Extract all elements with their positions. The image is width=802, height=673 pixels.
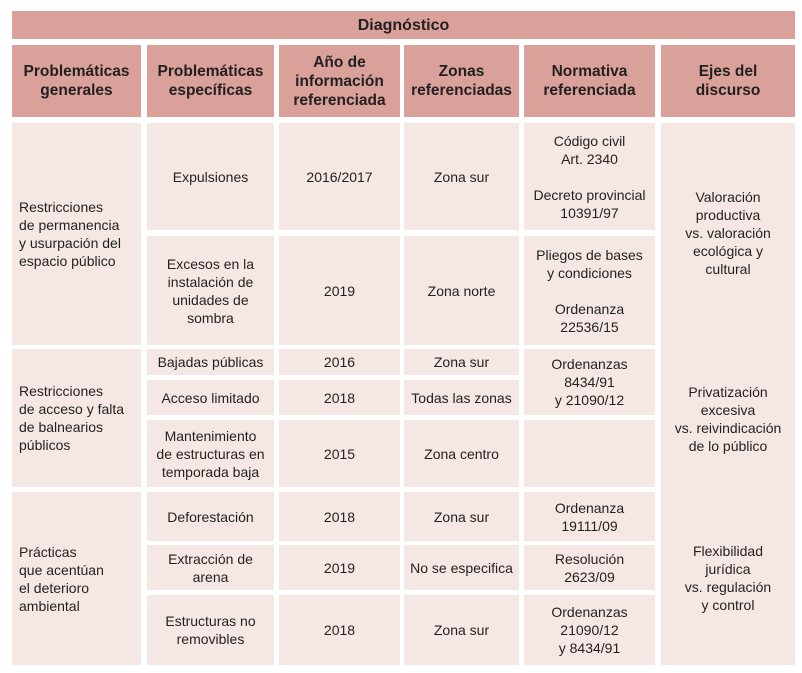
cell-zona: Zona sur [404, 123, 519, 230]
cell-zona: Zona norte [404, 236, 519, 345]
normativa-cell: Código civil Art. 2340 Decreto provincia… [524, 123, 655, 230]
cell-especifica: Extracción de arena [147, 545, 274, 590]
group-cell: Restricciones de acceso y falta de balne… [12, 349, 141, 487]
normativa-cell: Resolución 2623/09 [524, 545, 655, 590]
eje-text: Valoración productiva vs. valoración eco… [685, 189, 771, 277]
cell-anio: 2019 [279, 545, 400, 590]
header-zonas: Zonas referenciadas [404, 45, 519, 117]
cell-anio: 2018 [279, 492, 400, 541]
cell-zona: Todas las zonas [404, 380, 519, 415]
cell-anio: 2018 [279, 380, 400, 415]
cell-anio: 2016 [279, 349, 400, 375]
normativa-cell: Ordenanzas 21090/12 y 8434/91 [524, 595, 655, 665]
cell-especifica: Deforestación [147, 492, 274, 541]
eje-text: Privatización excesiva vs. reivindicació… [674, 384, 782, 454]
normativa-cell: Pliegos de bases y condiciones Ordenanza… [524, 236, 655, 345]
group-cell: Restricciones de permanencia y usurpació… [12, 123, 141, 345]
cell-especifica: Acceso limitado [147, 380, 274, 415]
cell-especifica: Mantenimiento de estructuras en temporad… [147, 420, 274, 487]
table-title: Diagnóstico [12, 11, 795, 39]
cell-zona: Zona sur [404, 349, 519, 375]
cell-anio: 2019 [279, 236, 400, 345]
cell-anio: 2018 [279, 595, 400, 665]
cell-zona: No se especifica [404, 545, 519, 590]
group-cell: Prácticas que acentúan el deterioro ambi… [12, 492, 141, 665]
cell-anio: 2016/2017 [279, 123, 400, 230]
cell-zona: Zona sur [404, 595, 519, 665]
cell-zona: Zona centro [404, 420, 519, 487]
ejes-column: Valoración productiva vs. valoración eco… [661, 123, 795, 665]
header-anio: Año de información referenciada [279, 45, 400, 117]
normativa-cell: Ordenanzas 8434/91 y 21090/12 [524, 349, 655, 415]
cell-especifica: Bajadas públicas [147, 349, 274, 375]
header-ejes: Ejes del discurso [661, 45, 795, 117]
header-problematicas-especificas: Problemáticas específicas [147, 45, 274, 117]
eje-text: Flexibilidad jurídica vs. regulación y c… [684, 543, 772, 613]
header-normativa: Normativa referenciada [524, 45, 655, 117]
cell-anio: 2015 [279, 420, 400, 487]
normativa-cell [524, 420, 655, 487]
cell-especifica: Expulsiones [147, 123, 274, 230]
header-problematicas-generales: Problemáticas generales [12, 45, 141, 117]
cell-especifica: Estructuras no removibles [147, 595, 274, 665]
cell-especifica: Excesos en la instalación de unidades de… [147, 236, 274, 345]
cell-zona: Zona sur [404, 492, 519, 541]
normativa-cell: Ordenanza 19111/09 [524, 492, 655, 541]
